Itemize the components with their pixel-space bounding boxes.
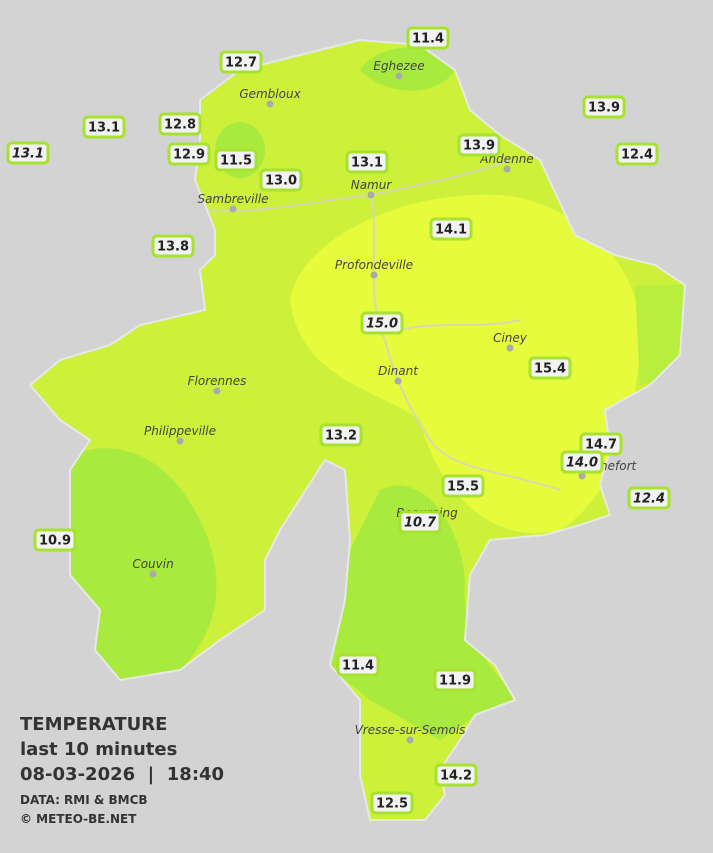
- station-temperature: 12.4: [621, 148, 653, 163]
- station-temperature: 12.4: [633, 492, 665, 507]
- station-box: [398, 510, 442, 534]
- town-dot: [506, 344, 514, 352]
- station-box: [158, 112, 202, 136]
- station-temperature: 13.1: [351, 156, 383, 171]
- town-dot: [266, 100, 274, 108]
- station-box: [433, 668, 477, 692]
- station-box: [441, 474, 485, 498]
- town-dot: [503, 165, 511, 173]
- station-box: [6, 141, 50, 165]
- station-temperature: 15.4: [534, 362, 566, 377]
- station-temperature: 13.1: [12, 147, 44, 162]
- town-dot: [176, 437, 184, 445]
- town-label: Eghezee: [373, 59, 424, 73]
- town-label: Ciney: [493, 331, 528, 345]
- station-box: [627, 486, 671, 510]
- legend-datetime: 08-03-2026 | 18:40: [20, 764, 224, 785]
- station-temperature: 14.0: [566, 456, 598, 471]
- legend-title: TEMPERATURE: [20, 714, 167, 735]
- station-box: [259, 168, 303, 192]
- legend-credit: © METEO-BE.NET: [20, 812, 137, 826]
- station-box: [528, 356, 572, 380]
- station-box: [370, 791, 414, 815]
- station-temperature: 13.2: [325, 429, 357, 444]
- station-box: [582, 95, 626, 119]
- station-box: [33, 528, 77, 552]
- town-dot: [406, 736, 414, 744]
- station-box: [560, 450, 604, 474]
- town-label: Couvin: [132, 557, 173, 571]
- town-label: Florennes: [188, 374, 247, 388]
- station-temperature: 13.9: [463, 139, 495, 154]
- station-temperature: 13.0: [265, 174, 297, 189]
- zone-warm: [290, 194, 640, 534]
- station-box: [360, 311, 404, 335]
- stations: 11.4 12.7 13.9 13.1 12.8 13.1 12.9 11.5 13.1 13.9…: [6, 26, 671, 815]
- town-label: Namur: [351, 178, 393, 192]
- station-temperature: 15.0: [366, 317, 398, 332]
- station-temperature: 12.5: [376, 797, 408, 812]
- station-box: [167, 142, 211, 166]
- station-temperature: 14.1: [435, 223, 467, 238]
- town-dot: [578, 472, 586, 480]
- station-box: [336, 653, 380, 677]
- town-dot: [229, 205, 237, 213]
- town-dot: [367, 191, 375, 199]
- station-box: [345, 150, 389, 174]
- station-box: [406, 26, 450, 50]
- town-dot: [149, 570, 157, 578]
- station-box: [319, 423, 363, 447]
- zone-cool: [60, 448, 217, 690]
- legend-subtitle: last 10 minutes: [20, 739, 177, 760]
- station-temperature: 12.7: [225, 56, 257, 71]
- town-dot: [395, 72, 403, 80]
- legend-source: DATA: RMI & BMCB: [20, 793, 148, 807]
- station-temperature: 10.9: [39, 534, 71, 549]
- town-label: Sambreville: [197, 192, 268, 206]
- towns: EghezeeGemblouxAndenneNamurSambrevillePr…: [132, 59, 638, 744]
- zone-cool: [360, 47, 455, 91]
- town-label: Philippeville: [144, 424, 216, 438]
- station-temperature: 14.7: [585, 438, 617, 453]
- town-label: Vresse-sur-Semois: [355, 723, 466, 737]
- station-box: [151, 234, 195, 258]
- station-temperature: 14.2: [440, 769, 472, 784]
- station-temperature: 10.7: [404, 516, 437, 531]
- station-temperature: 11.4: [412, 32, 444, 47]
- town-label: Profondeville: [335, 258, 413, 272]
- station-temperature: 11.5: [220, 154, 252, 169]
- station-box: [615, 142, 659, 166]
- station-temperature: 15.5: [447, 480, 479, 495]
- town-dot: [370, 271, 378, 279]
- station-temperature: 13.8: [157, 240, 189, 255]
- station-temperature: 12.8: [164, 118, 196, 133]
- station-box: [434, 763, 478, 787]
- station-box: [429, 217, 473, 241]
- town-label: Gembloux: [239, 87, 301, 101]
- town-dot: [213, 387, 221, 395]
- station-box: [457, 133, 501, 157]
- station-temperature: 13.9: [588, 101, 620, 116]
- station-box: [214, 148, 258, 172]
- town-label: Dinant: [378, 364, 419, 378]
- station-temperature: 11.9: [439, 674, 471, 689]
- station-box: [219, 50, 263, 74]
- station-box: [82, 115, 126, 139]
- station-temperature: 11.4: [342, 659, 374, 674]
- station-temperature: 13.1: [88, 121, 120, 136]
- town-dot: [394, 377, 402, 385]
- station-temperature: 12.9: [173, 148, 205, 163]
